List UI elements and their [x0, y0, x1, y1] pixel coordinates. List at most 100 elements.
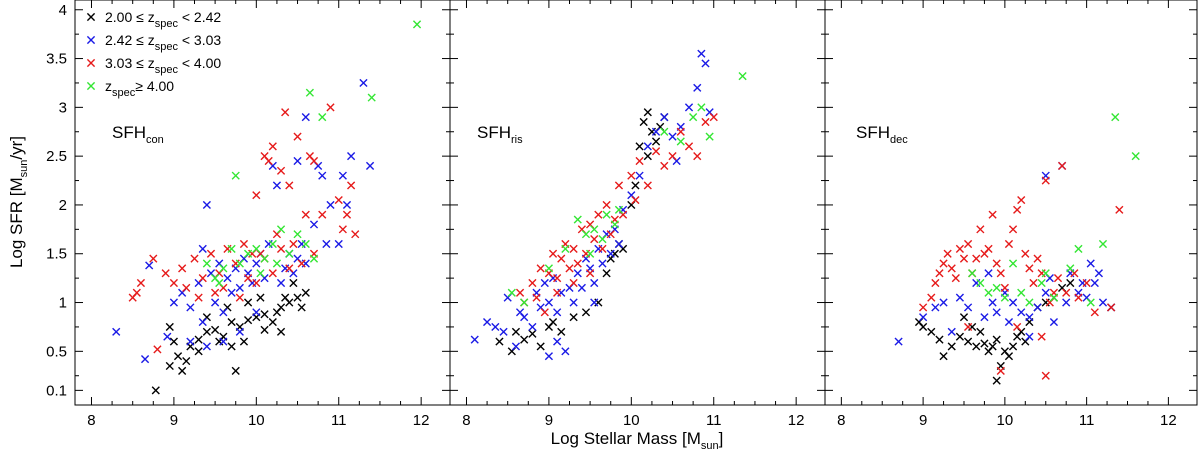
- data-point-con-series2: [219, 308, 228, 317]
- data-point-dec-series4: [1041, 269, 1050, 278]
- data-point-ris-series3: [586, 269, 595, 278]
- legend-marker-cross: [86, 81, 96, 91]
- data-point-con-series3: [293, 132, 302, 141]
- data-point-dec-series3: [1058, 161, 1067, 170]
- data-point-dec-series2: [947, 327, 956, 336]
- data-point-dec-series3: [963, 239, 973, 249]
- data-point-con-series3: [338, 225, 347, 234]
- x-axis-label: Log Stellar Mass [Msun]: [551, 429, 724, 452]
- data-point-ris-series3: [676, 127, 685, 136]
- data-point-ris-series2: [520, 313, 529, 322]
- data-point-ris-series2: [528, 322, 537, 332]
- data-point-ris-series3: [701, 117, 710, 127]
- data-point-dec-series4: [1074, 244, 1083, 253]
- data-point-ris-series4: [544, 264, 553, 273]
- data-point-con-series1: [231, 366, 240, 375]
- data-point-ris-series1: [651, 137, 661, 146]
- data-point-ris-series1: [631, 181, 640, 190]
- data-point-con-series4: [285, 249, 294, 258]
- data-point-con-series1: [260, 310, 269, 319]
- data-point-ris-series2: [651, 127, 661, 136]
- data-point-dec-series2: [1086, 259, 1095, 268]
- data-point-dec-series3: [1041, 176, 1050, 185]
- panel-label-ris: SFHris: [477, 123, 523, 146]
- data-point-ris-series3: [602, 200, 611, 210]
- data-point-con-series1: [165, 322, 174, 332]
- data-point-ris-series2: [540, 278, 549, 288]
- data-point-con-series2: [163, 332, 172, 341]
- data-point-dec-series1: [992, 335, 1001, 344]
- legend-label-3: 3.03 ≤ zspec < 4.00: [105, 55, 221, 76]
- data-point-con-series1: [211, 325, 220, 334]
- data-point-dec-series4: [1131, 152, 1140, 161]
- data-point-ris-series4: [598, 235, 607, 244]
- data-point-dec-series1: [1008, 342, 1018, 351]
- y-axis-label: Log SFR [Msun/yr]: [7, 136, 30, 268]
- data-point-dec-series1: [988, 342, 997, 351]
- data-point-ris-series4: [602, 210, 611, 219]
- data-point-con-series3: [235, 293, 244, 302]
- panel-label-con: SFHcon: [112, 123, 164, 146]
- data-point-ris-series4: [705, 132, 714, 141]
- data-point-ris-series2: [470, 335, 479, 344]
- data-point-dec-series2: [1008, 298, 1018, 307]
- legend-label-2: 2.42 ≤ zspec < 3.03: [105, 32, 221, 53]
- data-point-con-series2: [338, 171, 347, 180]
- data-point-dec-series3: [951, 274, 960, 283]
- data-point-dec-series1: [955, 332, 964, 341]
- data-point-con-series4: [202, 259, 211, 268]
- data-point-con-series4: [276, 225, 286, 234]
- data-point-dec-series3: [988, 210, 997, 219]
- data-point-ris-series3: [553, 274, 562, 283]
- data-point-dec-series4: [992, 283, 1001, 292]
- data-point-ris-series2: [482, 317, 492, 327]
- data-point-con-series3: [169, 278, 178, 288]
- data-point-con-series1: [256, 293, 265, 302]
- data-point-con-series3: [301, 210, 310, 219]
- ticks-dec: [825, 0, 1197, 405]
- data-point-dec-series2: [992, 308, 1001, 317]
- data-point-ris-series2: [643, 142, 652, 151]
- data-point-con-series3: [264, 156, 273, 166]
- data-point-dec-series4: [968, 269, 977, 278]
- data-point-dec-series1: [980, 339, 989, 348]
- data-point-dec-series3: [1033, 254, 1042, 263]
- data-point-con-series1: [182, 356, 191, 366]
- data-point-ris-series3: [668, 152, 677, 161]
- x-tick-label: 11: [1079, 412, 1095, 429]
- data-point-dec-series3: [947, 264, 956, 273]
- data-point-ris-series2: [553, 337, 562, 346]
- data-point-dec-series3: [1041, 371, 1050, 380]
- data-point-ris-series4: [738, 72, 747, 81]
- data-point-ris-series1: [602, 269, 611, 278]
- panel-dec: SFHdec: [824, 0, 1198, 406]
- data-point-con-series1: [268, 317, 277, 327]
- legend-entry-1: 2.00 ≤ zspec < 2.42: [86, 9, 221, 30]
- y-tick-label: 2.5: [46, 148, 67, 165]
- data-point-ris-series4: [610, 220, 619, 229]
- data-point-con-series2: [309, 220, 319, 229]
- x-tick-label: 10: [997, 412, 1014, 429]
- data-point-dec-series2: [894, 337, 903, 346]
- data-point-con-series3: [194, 293, 203, 302]
- data-point-dec-series4: [1086, 298, 1095, 307]
- data-point-ris-series1: [635, 142, 644, 151]
- data-point-con-series4: [268, 239, 277, 249]
- data-point-ris-series3: [553, 288, 562, 297]
- ticks-con: [75, 0, 450, 405]
- legend-marker-4: [86, 81, 96, 91]
- data-point-ris-series3: [565, 264, 574, 273]
- data-point-ris-series2: [569, 298, 578, 307]
- data-point-dec-series2: [1090, 278, 1099, 288]
- data-point-ris-series4: [561, 244, 570, 253]
- data-point-ris-series4: [507, 288, 516, 297]
- data-point-con-series1: [293, 293, 302, 302]
- data-point-con-series1: [169, 337, 178, 346]
- data-point-dec-series3: [1074, 293, 1083, 302]
- data-point-con-series3: [149, 254, 158, 263]
- x-tick-label: 9: [545, 412, 553, 429]
- x-tick-label: 8: [837, 412, 845, 429]
- ticks-ris: [450, 0, 825, 405]
- data-point-dec-series3: [935, 269, 944, 278]
- data-point-ris-series3: [540, 308, 549, 317]
